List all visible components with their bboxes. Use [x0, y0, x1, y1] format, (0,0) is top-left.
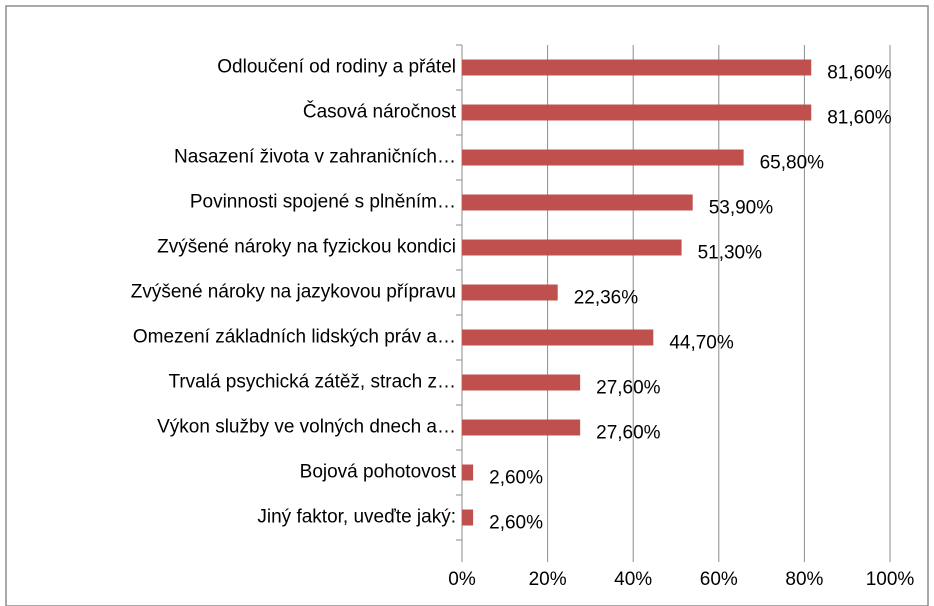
bar: [462, 284, 558, 301]
x-tick-label: 100%: [866, 569, 915, 590]
value-label: 22,36%: [574, 288, 639, 309]
x-tick-label: 20%: [529, 569, 567, 590]
x-tick-label: 80%: [785, 569, 823, 590]
value-label: 51,30%: [698, 243, 763, 264]
bar: [462, 104, 812, 121]
y-tick-label: Bojová pohotovost: [300, 462, 457, 483]
value-label: 53,90%: [709, 198, 774, 219]
bar: [462, 509, 474, 526]
value-label: 27,60%: [596, 423, 661, 444]
value-label: 2,60%: [489, 468, 543, 489]
bar: [462, 149, 744, 166]
y-tick-label: Zvýšené nároky na fyzickou kondici: [157, 237, 456, 258]
y-tick-label: Trvalá psychická zátěž, strach z…: [168, 372, 456, 393]
value-label: 81,60%: [827, 63, 892, 84]
value-label: 81,60%: [827, 108, 892, 129]
x-tick-label: 40%: [614, 569, 652, 590]
bar: [462, 59, 812, 76]
y-tick-label: Nasazení života v zahraničních…: [174, 147, 456, 168]
value-label: 44,70%: [669, 333, 734, 354]
x-tick-label: 60%: [700, 569, 738, 590]
bar: [462, 464, 474, 481]
bar: [462, 239, 682, 256]
value-label: 27,60%: [596, 378, 661, 399]
x-tick-label: 0%: [448, 569, 476, 590]
y-tick-label: Povinnosti spojené s plněním…: [190, 192, 456, 213]
y-tick-label: Odloučení od rodiny a přátel: [217, 57, 456, 78]
y-tick-label: Časová náročnost: [303, 101, 457, 123]
bar: [462, 374, 581, 391]
y-tick-label: Jiný faktor, uveďte jaký:: [257, 507, 456, 528]
bar: [462, 329, 654, 346]
y-tick-label: Omezení základních lidských práv a…: [133, 327, 456, 348]
y-tick-label: Výkon služby ve volných dnech a…: [157, 417, 456, 438]
bar: [462, 194, 693, 211]
y-tick-label: Zvýšené nároky na jazykovou přípravu: [131, 282, 456, 303]
value-label: 2,60%: [489, 513, 543, 534]
bar: [462, 419, 581, 436]
value-label: 65,80%: [760, 153, 825, 174]
